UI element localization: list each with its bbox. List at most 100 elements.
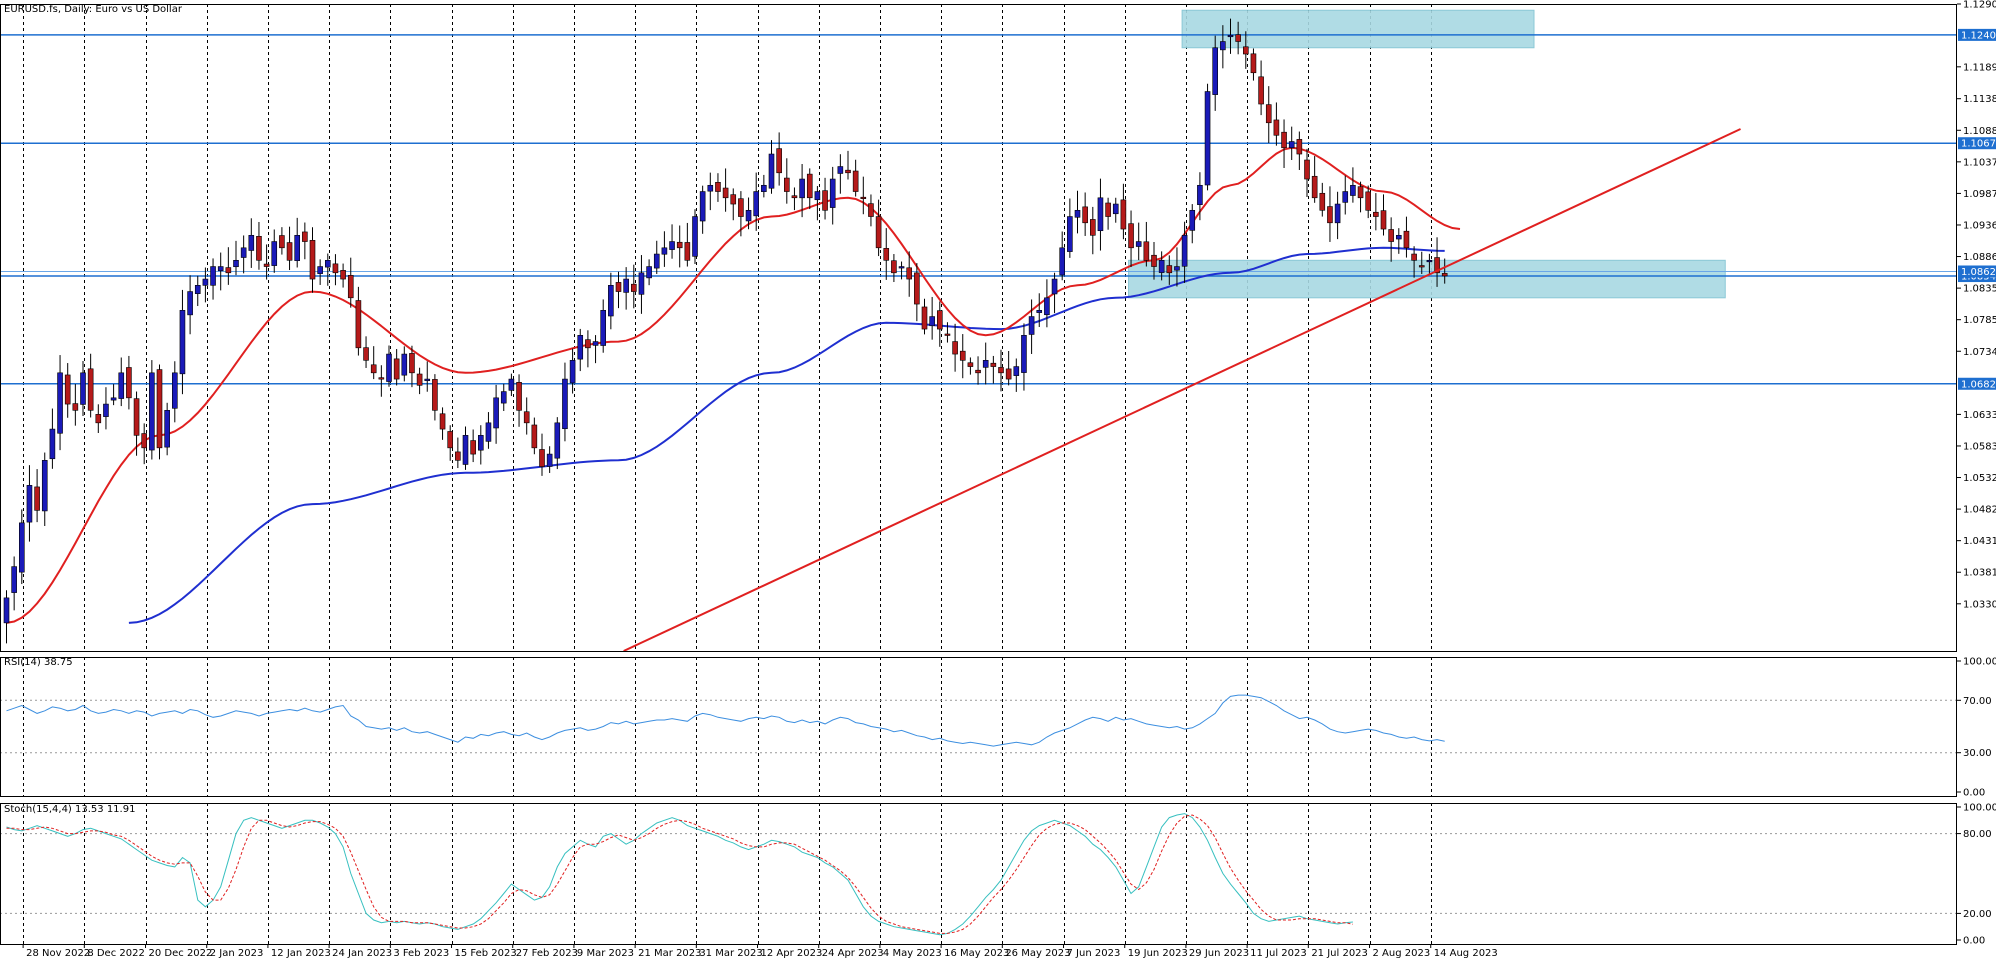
bull-candle[interactable] [11, 566, 17, 593]
bear-candle[interactable] [1166, 265, 1173, 274]
bull-candle[interactable] [118, 372, 125, 399]
bull-candle[interactable] [1288, 141, 1295, 149]
bear-candle[interactable] [1120, 199, 1127, 230]
bear-candle[interactable] [967, 362, 974, 367]
bull-candle[interactable] [929, 316, 935, 327]
bear-candle[interactable] [1082, 206, 1088, 224]
bear-candle[interactable] [615, 282, 622, 292]
bear-candle[interactable] [1005, 368, 1012, 380]
bull-candle[interactable] [753, 191, 760, 217]
bear-candle[interactable] [1265, 104, 1272, 124]
bear-candle[interactable] [1090, 219, 1096, 236]
bear-candle[interactable] [975, 369, 981, 374]
bull-candle[interactable] [554, 422, 561, 459]
bull-candle[interactable] [194, 285, 201, 294]
bear-candle[interactable] [776, 148, 782, 174]
bull-candle[interactable] [26, 485, 33, 523]
bull-candle[interactable] [569, 360, 576, 384]
bear-candle[interactable] [286, 242, 293, 261]
bull-candle[interactable] [898, 266, 905, 269]
bear-candle[interactable] [1151, 254, 1157, 267]
bull-candle[interactable] [248, 234, 255, 251]
bull-candle[interactable] [477, 435, 484, 451]
bear-candle[interactable] [470, 440, 476, 455]
bull-candle[interactable] [1044, 297, 1050, 316]
bear-candle[interactable] [416, 373, 423, 386]
bear-candle[interactable] [1304, 159, 1310, 180]
bear-candle[interactable] [302, 231, 308, 242]
bear-candle[interactable] [87, 368, 94, 411]
bull-candle[interactable] [210, 266, 216, 286]
bear-candle[interactable] [906, 267, 913, 280]
bull-candle[interactable] [1181, 234, 1188, 267]
bear-candle[interactable] [133, 398, 140, 436]
bear-candle[interactable] [936, 310, 943, 330]
bear-candle[interactable] [256, 236, 262, 261]
bear-candle[interactable] [531, 424, 538, 449]
bear-candle[interactable] [95, 414, 102, 424]
bull-candle[interactable] [179, 310, 186, 375]
bear-candle[interactable] [363, 347, 369, 361]
bull-candle[interactable] [1097, 197, 1104, 232]
bear-candle[interactable] [340, 270, 346, 280]
bull-candle[interactable] [202, 278, 209, 286]
bull-candle[interactable] [164, 410, 170, 448]
bull-candle[interactable] [1028, 316, 1035, 335]
bear-candle[interactable] [1319, 192, 1326, 211]
bull-candle[interactable] [149, 372, 155, 451]
bull-candle[interactable] [577, 335, 584, 360]
bull-candle[interactable] [172, 372, 178, 409]
bear-candle[interactable] [860, 196, 867, 199]
bull-candle[interactable] [814, 191, 821, 201]
bull-candle[interactable] [1342, 191, 1349, 203]
bull-candle[interactable] [692, 216, 698, 257]
bear-candle[interactable] [1258, 76, 1264, 105]
bear-candle[interactable] [891, 260, 897, 274]
bear-candle[interactable] [1273, 119, 1280, 136]
bull-candle[interactable] [110, 397, 117, 401]
bull-candle[interactable] [638, 272, 645, 295]
bear-candle[interactable] [921, 306, 928, 330]
bear-candle[interactable] [914, 272, 920, 305]
bear-candle[interactable] [1365, 191, 1371, 211]
bear-candle[interactable] [676, 241, 683, 249]
bear-candle[interactable] [1380, 210, 1387, 230]
bear-candle[interactable] [722, 187, 729, 199]
bull-candle[interactable] [837, 166, 844, 174]
bull-candle[interactable] [623, 278, 629, 293]
bear-candle[interactable] [806, 173, 813, 199]
bear-candle[interactable] [868, 203, 874, 217]
bear-candle[interactable] [432, 379, 438, 411]
bear-candle[interactable] [944, 333, 951, 336]
bull-candle[interactable] [493, 397, 499, 429]
bear-candle[interactable] [791, 195, 798, 199]
bear-candle[interactable] [225, 267, 232, 274]
bear-candle[interactable] [738, 198, 744, 217]
bear-candle[interactable] [1243, 46, 1249, 55]
bear-candle[interactable] [439, 413, 446, 430]
bull-candle[interactable] [1158, 259, 1165, 273]
bull-candle[interactable] [401, 353, 408, 376]
bull-candle[interactable] [608, 285, 614, 317]
bear-candle[interactable] [355, 300, 362, 349]
bear-candle[interactable] [1281, 131, 1287, 149]
bear-candle[interactable] [1373, 211, 1379, 217]
bull-candle[interactable] [424, 378, 431, 381]
support-resistance-zone[interactable] [1128, 259, 1726, 299]
bear-candle[interactable] [998, 367, 1004, 374]
bear-candle[interactable] [783, 177, 790, 192]
bull-candle[interactable] [1204, 91, 1211, 186]
bear-candle[interactable] [1418, 265, 1425, 268]
bull-candle[interactable] [1189, 209, 1196, 231]
bull-candle[interactable] [1074, 209, 1081, 218]
bear-candle[interactable] [64, 374, 71, 405]
bear-candle[interactable] [156, 369, 163, 449]
bull-candle[interactable] [386, 353, 392, 382]
bull-candle[interactable] [49, 428, 56, 460]
bull-candle[interactable] [1220, 41, 1226, 51]
bear-candle[interactable] [684, 242, 691, 261]
support-resistance-zone[interactable] [1181, 9, 1535, 49]
bear-candle[interactable] [990, 362, 997, 367]
bear-candle[interactable] [447, 431, 454, 449]
